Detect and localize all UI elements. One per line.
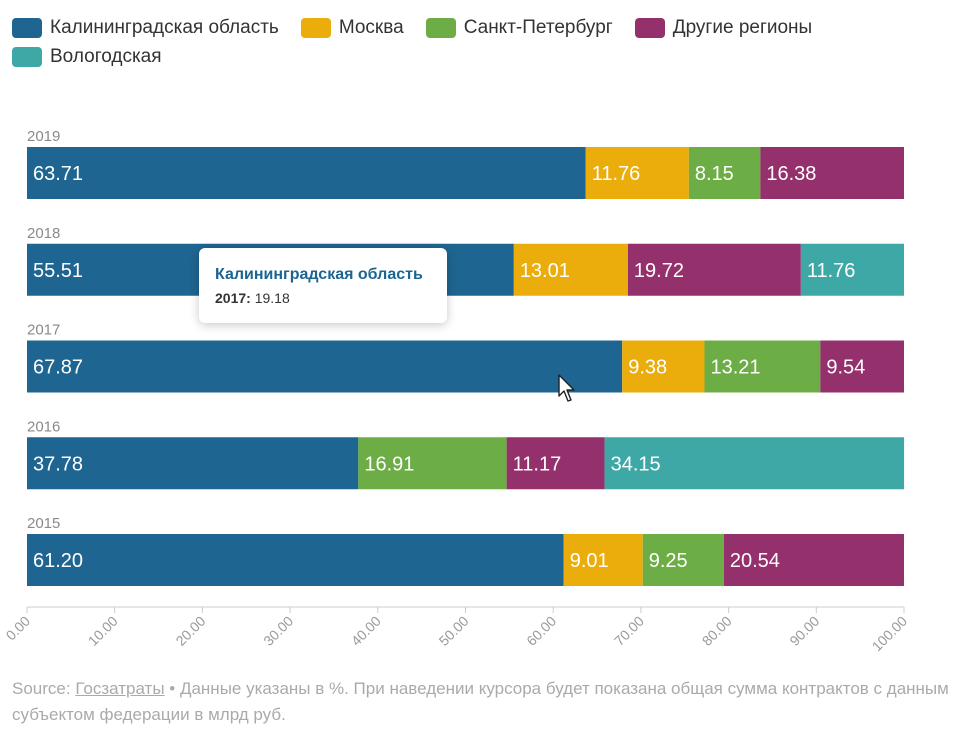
bar-segment[interactable] xyxy=(760,147,904,199)
bar-value-label: 11.76 xyxy=(807,260,856,282)
bar-segment[interactable] xyxy=(27,147,586,199)
bar-segment[interactable] xyxy=(723,534,904,586)
tooltip-value-line: 2017: 19.18 xyxy=(215,290,431,306)
x-tick-label: 20.00 xyxy=(172,613,208,649)
bar-segment[interactable] xyxy=(506,437,605,490)
source-link[interactable]: Госзатраты xyxy=(75,679,165,698)
x-tick-label: 50.00 xyxy=(436,613,472,649)
bar-segment[interactable] xyxy=(704,340,821,393)
legend-swatch xyxy=(300,18,331,38)
legend-swatch xyxy=(12,18,42,38)
legend-swatch xyxy=(12,47,42,67)
legend-item[interactable]: Другие регионы xyxy=(634,14,813,42)
bar-segment[interactable] xyxy=(688,147,761,199)
bar-value-label: 9.25 xyxy=(649,550,688,572)
legend-label: Другие регионы xyxy=(672,17,813,38)
legend-swatch xyxy=(425,18,456,38)
bar-value-label: 11.76 xyxy=(592,163,641,185)
bar-value-label: 67.87 xyxy=(33,357,83,379)
bar-value-label: 55.51 xyxy=(33,260,83,282)
source-prefix: Source: xyxy=(12,679,76,698)
tooltip-title: Калининградская область xyxy=(215,266,423,283)
legend-swatch xyxy=(634,18,665,38)
x-tick-label: 60.00 xyxy=(523,613,559,649)
legend-item[interactable]: Калининградская область xyxy=(12,14,279,42)
bar-segment[interactable] xyxy=(563,534,643,586)
year-label: 2016 xyxy=(27,418,60,435)
bar-value-label: 16.38 xyxy=(766,163,816,185)
bar-value-label: 11.17 xyxy=(513,453,562,475)
bar-segment[interactable] xyxy=(800,243,904,296)
x-tick-label: 90.00 xyxy=(786,613,822,649)
mouse-cursor-icon xyxy=(558,374,575,402)
bar-segment[interactable] xyxy=(604,437,905,490)
bar-segment[interactable] xyxy=(622,340,705,393)
x-tick-label: 40.00 xyxy=(348,613,384,649)
year-label: 2018 xyxy=(27,225,60,242)
bar-value-label: 63.71 xyxy=(33,163,83,185)
bar-segment[interactable] xyxy=(513,243,628,296)
year-label: 2015 xyxy=(27,515,60,532)
chart-footer: Source: Госзатраты • Данные указаны в %.… xyxy=(12,676,952,728)
x-tick-label: 70.00 xyxy=(611,613,647,649)
bar-segment[interactable] xyxy=(27,437,359,490)
bar-value-label: 19.72 xyxy=(634,260,684,282)
bar-segment[interactable] xyxy=(27,534,564,586)
bar-value-label: 16.91 xyxy=(364,453,414,475)
legend-label: Калининградская область xyxy=(50,17,279,38)
bar-segment[interactable] xyxy=(585,147,689,199)
bar-segment[interactable] xyxy=(627,243,801,296)
x-tick-label: 100.00 xyxy=(869,613,911,655)
year-label: 2017 xyxy=(27,322,60,339)
x-tick-label: 80.00 xyxy=(699,613,735,649)
legend-item[interactable]: Москва xyxy=(300,14,404,42)
tooltip-year: 2017: xyxy=(215,290,251,306)
x-tick-label: 0.00 xyxy=(3,613,34,644)
bar-segment[interactable] xyxy=(27,340,623,393)
bar-value-label: 9.01 xyxy=(570,550,609,572)
year-label: 2019 xyxy=(27,128,60,145)
bar-segment[interactable] xyxy=(820,340,904,393)
bar-value-label: 9.38 xyxy=(628,357,667,379)
legend-label: Москва xyxy=(338,17,404,38)
bar-value-label: 20.54 xyxy=(730,550,780,572)
legend-label: Вологодская xyxy=(50,46,162,67)
bar-segment[interactable] xyxy=(358,437,507,490)
x-tick-label: 30.00 xyxy=(260,613,296,649)
bar-value-label: 37.78 xyxy=(33,453,83,475)
legend-label: Санкт-Петербург xyxy=(463,17,613,38)
bar-segment[interactable] xyxy=(642,534,724,586)
bar-value-label: 13.21 xyxy=(710,357,760,379)
chart-legend: Калининградская область Москва Санкт-Петер… xyxy=(12,14,952,72)
legend-item[interactable]: Вологодская xyxy=(12,43,162,71)
x-tick-label: 10.00 xyxy=(85,613,121,649)
bar-value-label: 13.01 xyxy=(520,260,570,282)
bar-value-label: 9.54 xyxy=(826,357,865,379)
bar-value-label: 34.15 xyxy=(611,453,661,475)
footer-note: • Данные указаны в %. При наведении курс… xyxy=(12,679,949,724)
bar-value-label: 61.20 xyxy=(33,550,83,572)
hover-tooltip: Калининградская область 2017: 19.18 xyxy=(199,248,447,323)
tooltip-value: 19.18 xyxy=(254,290,290,306)
legend-item[interactable]: Санкт-Петербург xyxy=(425,14,613,42)
bar-value-label: 8.15 xyxy=(695,163,734,185)
